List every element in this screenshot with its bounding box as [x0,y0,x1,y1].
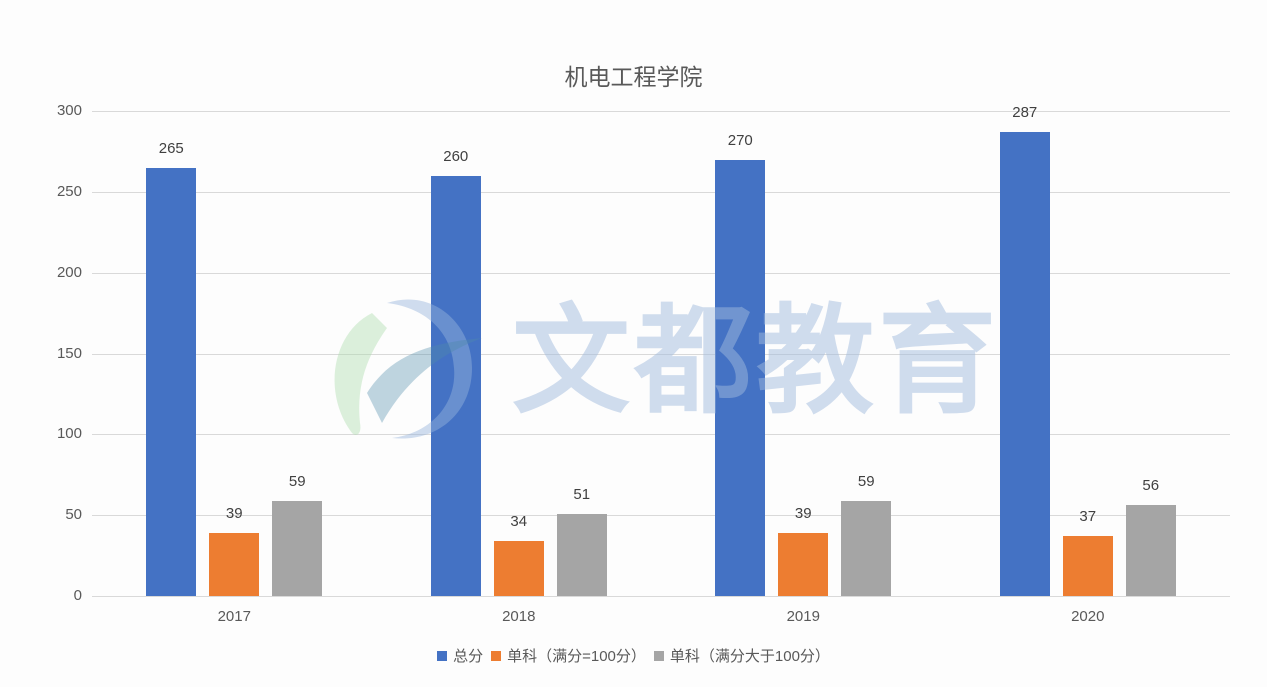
legend-label: 单科（满分=100分） [507,648,646,665]
y-axis-tick-label: 0 [73,587,82,604]
bar-2018-series-1[interactable] [493,541,544,596]
data-label: 34 [510,513,528,531]
x-axis-tick-label: 2020 [1071,608,1105,625]
gridline [92,111,1230,112]
data-label: 56 [1142,477,1160,495]
y-axis-tick-label: 250 [56,182,82,200]
gridline [92,191,1230,193]
x-axis-tick-label: 2017 [217,608,251,625]
data-label: 39 [225,504,243,522]
plot-area: 0 50 100 150 200 250 300 265 39 59 2017 260 34 51 2018… [57,102,1230,625]
bar-2018-series-0[interactable] [430,175,481,596]
bar-2019-series-2[interactable] [841,500,892,596]
legend-label: 总分 [453,648,484,665]
data-label: 51 [573,485,591,503]
data-label: 260 [443,147,469,165]
data-label: 59 [857,472,875,490]
gridline [92,596,1230,597]
data-label: 270 [727,131,753,149]
data-label: 39 [794,504,812,522]
x-axis-tick-label: 2018 [502,608,536,625]
data-label: 59 [288,472,306,490]
legend-item[interactable]: 总分 [437,645,483,666]
legend-item[interactable]: 单科（满分大于100分） [653,645,830,666]
y-axis-tick-label: 100 [56,425,82,443]
bar-2020-series-2[interactable] [1125,505,1176,596]
bar-2020-series-1[interactable] [1062,536,1113,596]
legend-swatch-icon [491,650,502,661]
legend-swatch-icon [653,650,664,661]
y-axis-tick-label: 150 [56,344,82,362]
gridline [92,434,1230,436]
legend-item[interactable]: 单科（满分=100分） [491,645,646,666]
bar-2019-series-0[interactable] [715,159,766,596]
x-axis-tick-label: 2019 [786,608,820,625]
gridline [92,272,1230,274]
data-label: 37 [1079,508,1097,526]
y-axis-tick-label: 200 [56,263,82,281]
chart-legend: 总分 单科（满分=100分） 单科（满分大于100分） [0,645,1267,666]
y-axis-tick-label: 300 [56,102,82,119]
y-axis-tick-label: 50 [65,506,82,524]
bar-2017-series-2[interactable] [272,500,323,596]
gridline [92,353,1230,355]
bar-2017-series-0[interactable] [146,167,197,596]
bar-2017-series-1[interactable] [209,532,260,596]
bar-2019-series-1[interactable] [778,532,829,596]
chart-title: 机电工程学院 [564,64,703,90]
data-label: 265 [158,139,184,157]
data-label: 287 [1012,104,1038,122]
legend-label: 单科（满分大于100分） [669,648,830,665]
bar-2018-series-2[interactable] [556,513,607,596]
bar-2020-series-0[interactable] [999,132,1050,596]
gridline [92,515,1230,517]
legend-swatch-icon [437,650,448,661]
